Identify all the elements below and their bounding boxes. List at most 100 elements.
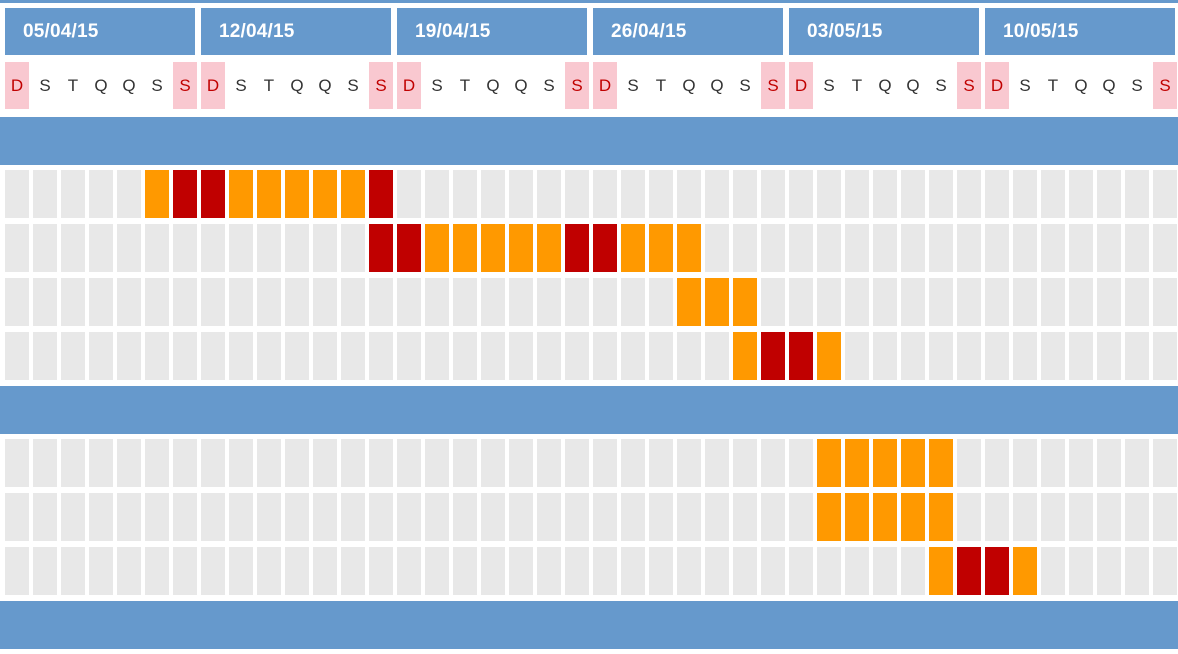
grid-cell — [649, 170, 673, 218]
grid-cell — [481, 170, 505, 218]
grid-cell — [117, 547, 141, 595]
task-cell — [257, 170, 281, 218]
grid-cell — [341, 547, 365, 595]
grid-cell — [761, 224, 785, 272]
grid-cell — [901, 547, 925, 595]
grid-cell — [117, 439, 141, 487]
grid-cell — [397, 547, 421, 595]
grid-cell — [901, 170, 925, 218]
grid-cell — [537, 332, 561, 380]
grid-cell — [173, 224, 197, 272]
grid-cell — [1069, 170, 1093, 218]
grid-cell — [593, 278, 617, 326]
task-cell — [229, 170, 253, 218]
grid-cell — [789, 547, 813, 595]
day-label-weekend: S — [173, 62, 197, 109]
day-label: Q — [285, 62, 309, 109]
grid-cell — [677, 547, 701, 595]
task-cell-weekend — [789, 332, 813, 380]
grid-cell — [677, 493, 701, 541]
grid-cell — [1097, 224, 1121, 272]
grid-cell — [957, 332, 981, 380]
grid-cell — [845, 170, 869, 218]
grid-cell — [873, 224, 897, 272]
day-label-weekend: S — [957, 62, 981, 109]
grid-cell — [845, 278, 869, 326]
grid-cell — [173, 493, 197, 541]
task-cell-weekend — [985, 547, 1009, 595]
day-label-weekend: D — [5, 62, 29, 109]
grid-cell — [285, 493, 309, 541]
grid-cell — [397, 170, 421, 218]
grid-cell — [537, 493, 561, 541]
grid-cell — [5, 493, 29, 541]
day-label: T — [1041, 62, 1065, 109]
task-cell — [285, 170, 309, 218]
day-label: Q — [313, 62, 337, 109]
task-cell-weekend — [565, 224, 589, 272]
week-header: 03/05/15 — [789, 8, 979, 55]
week-label: 03/05/15 — [807, 20, 883, 42]
grid-cell — [1041, 170, 1065, 218]
grid-cell — [341, 439, 365, 487]
task-cell — [425, 224, 449, 272]
grid-cell — [229, 224, 253, 272]
grid-cell — [453, 170, 477, 218]
grid-cell — [565, 278, 589, 326]
grid-cell — [285, 439, 309, 487]
task-cell — [733, 278, 757, 326]
grid-cell — [873, 170, 897, 218]
grid-cell — [733, 439, 757, 487]
grid-cell — [173, 439, 197, 487]
grid-cell — [1153, 439, 1177, 487]
grid-cell — [957, 224, 981, 272]
task-cell — [733, 332, 757, 380]
grid-cell — [313, 439, 337, 487]
grid-cell — [89, 493, 113, 541]
grid-cell — [1069, 547, 1093, 595]
week-header: 05/04/15 — [5, 8, 195, 55]
grid-cell — [957, 493, 981, 541]
grid-cell — [985, 439, 1009, 487]
grid-cell — [957, 278, 981, 326]
grid-cell — [481, 332, 505, 380]
grid-cell — [929, 224, 953, 272]
grid-cell — [453, 493, 477, 541]
grid-cell — [397, 278, 421, 326]
grid-cell — [901, 278, 925, 326]
grid-cell — [89, 224, 113, 272]
grid-cell — [509, 439, 533, 487]
task-cell — [873, 439, 897, 487]
grid-cell — [1069, 332, 1093, 380]
grid-cell — [1069, 493, 1093, 541]
grid-cell — [1125, 278, 1149, 326]
grid-cell — [1153, 493, 1177, 541]
day-label: S — [229, 62, 253, 109]
grid-cell — [173, 278, 197, 326]
grid-cell — [761, 493, 785, 541]
task-cell-weekend — [397, 224, 421, 272]
day-label-weekend: D — [985, 62, 1009, 109]
grid-cell — [677, 332, 701, 380]
grid-cell — [61, 547, 85, 595]
grid-cell — [61, 278, 85, 326]
grid-cell — [649, 439, 673, 487]
grid-cell — [1125, 439, 1149, 487]
grid-cell — [313, 332, 337, 380]
grid-cell — [229, 278, 253, 326]
grid-cell — [397, 439, 421, 487]
phase-bar — [0, 117, 1178, 165]
grid-cell — [1013, 493, 1037, 541]
task-cell — [817, 493, 841, 541]
grid-cell — [1069, 224, 1093, 272]
task-cell — [341, 170, 365, 218]
grid-cell — [341, 278, 365, 326]
grid-cell — [89, 439, 113, 487]
grid-cell — [929, 332, 953, 380]
grid-cell — [89, 170, 113, 218]
grid-cell — [257, 493, 281, 541]
grid-cell — [397, 332, 421, 380]
grid-cell — [621, 547, 645, 595]
grid-cell — [145, 439, 169, 487]
grid-cell — [1153, 547, 1177, 595]
